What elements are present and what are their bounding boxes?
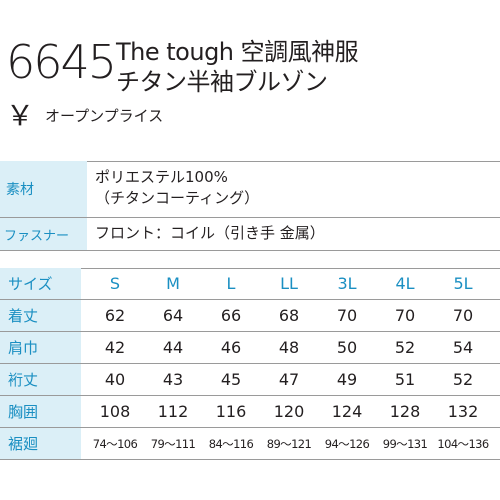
table-row: 裾廻 74〜106 79〜111 84〜116 89〜121 94〜126 99… (0, 428, 500, 460)
table-cell: 40 (104, 370, 126, 389)
table-row: 肩巾 42 44 46 48 50 52 54 (0, 332, 500, 364)
row-label: 胸囲 (0, 396, 81, 427)
table-row: 胸囲 108 112 116 120 124 128 132 (0, 396, 500, 428)
table-cell: 79〜111 (150, 436, 196, 451)
table-cell: 70 (336, 306, 358, 325)
table-cell: 128 (389, 402, 421, 421)
table-cell: 44 (162, 338, 184, 357)
table-top-rule (0, 161, 500, 162)
table-cell: 47 (278, 370, 300, 389)
zipper-row: ファスナー フロント：コイル（引き手 金属） (0, 218, 500, 251)
table-cell: 116 (215, 402, 247, 421)
row-label: 裾廻 (0, 428, 81, 459)
table-cell: 89〜121 (266, 436, 312, 451)
table-cell: 42 (104, 338, 126, 357)
table-cell: 51 (394, 370, 416, 389)
product-title-line2: チタン半袖ブルゾン (116, 68, 328, 96)
size-header-cell: 5L (453, 274, 473, 293)
material-value: ポリエステル100% （チタンコーティング） (95, 167, 259, 209)
row-label: 着丈 (0, 300, 81, 331)
product-code: 6645 (6, 35, 117, 89)
size-header-cell: LL (280, 274, 298, 293)
table-cell: 54 (452, 338, 474, 357)
size-header-cell: 3L (337, 274, 357, 293)
table-cell: 52 (452, 370, 474, 389)
price-text: オープンプライス (45, 107, 164, 125)
material-label: 素材 (0, 161, 87, 217)
table-cell: 132 (447, 402, 479, 421)
product-title-line1: The tough 空調風神服 (116, 38, 359, 66)
table-row: 裄丈 40 43 45 47 49 51 52 (0, 364, 500, 396)
table-cell: 124 (331, 402, 363, 421)
size-header-cell: S (109, 274, 121, 293)
table-cell: 99〜131 (382, 436, 428, 451)
table-cell: 112 (157, 402, 189, 421)
table-cell: 52 (394, 338, 416, 357)
table-cell: 108 (99, 402, 131, 421)
table-cell: 46 (220, 338, 242, 357)
row-label: 裄丈 (0, 364, 81, 395)
table-cell: 49 (336, 370, 358, 389)
table-cell: 104〜136 (437, 436, 489, 451)
table-cell: 50 (336, 338, 358, 357)
size-header-label: サイズ (0, 268, 81, 299)
table-cell: 68 (278, 306, 300, 325)
size-header-row: サイズ S M L LL 3L 4L 5L (0, 268, 500, 300)
table-cell: 43 (162, 370, 184, 389)
table-cell: 74〜106 (92, 436, 138, 451)
table-cell: 94〜126 (324, 436, 370, 451)
table-row: 着丈 62 64 66 68 70 70 70 (0, 300, 500, 332)
material-row: 素材 ポリエステル100% （チタンコーティング） (0, 161, 500, 218)
table-cell: 45 (220, 370, 242, 389)
zipper-value: フロント：コイル（引き手 金属） (95, 224, 325, 242)
size-table-top-rule (0, 268, 500, 269)
yen-symbol: ￥ (6, 99, 35, 132)
table-cell: 84〜116 (208, 436, 254, 451)
size-header-cell: L (226, 274, 236, 293)
table-cell: 70 (452, 306, 474, 325)
table-cell: 48 (278, 338, 300, 357)
table-cell: 64 (162, 306, 184, 325)
size-header-cell: M (166, 274, 180, 293)
table-cell: 66 (220, 306, 242, 325)
row-label: 肩巾 (0, 332, 81, 363)
material-value-line: ポリエステル100% (95, 168, 228, 186)
size-header-cell: 4L (395, 274, 415, 293)
material-value-line: （チタンコーティング） (95, 189, 260, 207)
table-cell: 62 (104, 306, 126, 325)
table-cell: 70 (394, 306, 416, 325)
table-cell: 120 (273, 402, 305, 421)
zipper-label: ファスナー (0, 218, 87, 250)
